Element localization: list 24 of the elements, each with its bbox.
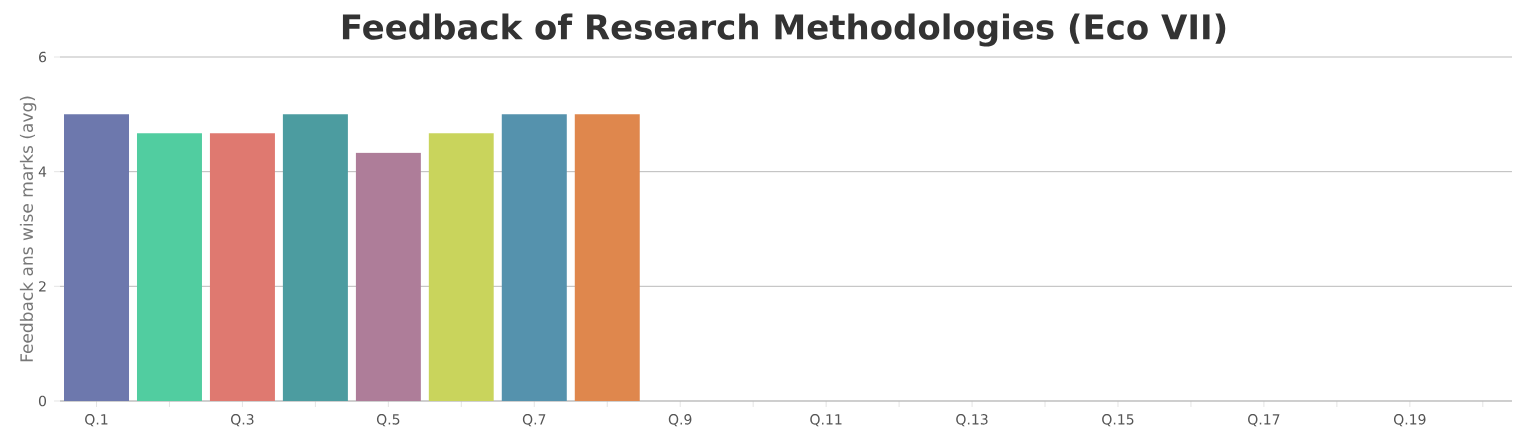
chart-title: Feedback of Research Methodologies (Eco VII)	[342, 13, 1226, 47]
bar	[64, 114, 129, 401]
y-axis-title: Feedback ans wise marks (avg)	[19, 96, 37, 362]
x-tick-label: Q.13	[956, 414, 988, 427]
bar	[501, 114, 567, 401]
bar	[428, 133, 494, 401]
x-tick-label: Q.7	[522, 414, 546, 427]
x-tick-label: Q.3	[231, 414, 254, 427]
x-tick-label: Q.19	[1393, 414, 1426, 427]
x-tick-label: Q.5	[376, 414, 400, 427]
bar	[136, 133, 202, 401]
bar	[355, 152, 421, 401]
y-tick-label: 6	[39, 51, 47, 63]
y-tick-label: 0	[38, 395, 47, 407]
x-tick-label: Q.11	[810, 414, 842, 427]
bar	[209, 133, 275, 401]
bar	[282, 114, 348, 401]
x-tick-label: Q.17	[1248, 414, 1280, 427]
x-tick-label: Q.1	[85, 414, 108, 427]
bar	[574, 114, 640, 401]
x-tick-label: Q.15	[1102, 414, 1134, 427]
y-tick-label: 2	[39, 281, 46, 292]
y-tick-label: 4	[38, 166, 47, 177]
x-tick-label: Q.9	[668, 414, 692, 427]
